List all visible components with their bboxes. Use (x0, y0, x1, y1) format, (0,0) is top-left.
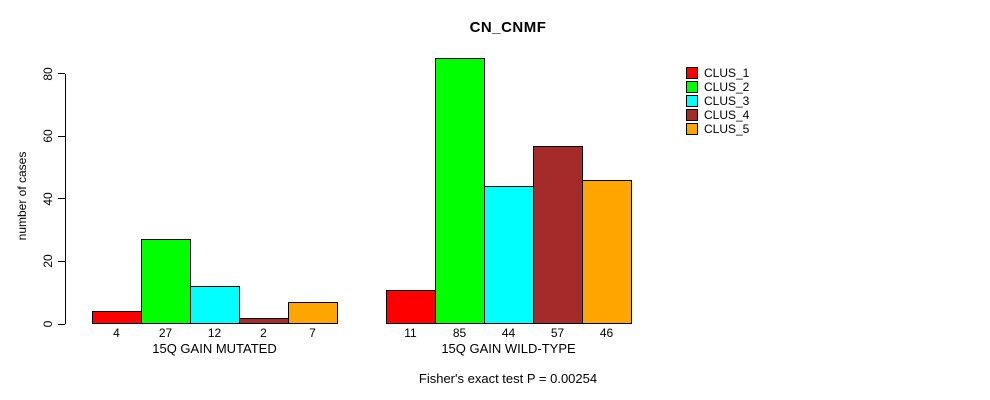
bar-value-label: 2 (260, 326, 267, 340)
y-axis-tick (58, 73, 65, 75)
legend-swatch-clus_1 (686, 67, 698, 79)
chart-title: CN_CNMF (469, 19, 547, 36)
legend-swatch-clus_2 (686, 81, 698, 93)
bar-clus_2 (435, 57, 485, 324)
y-axis-tick-label: 20 (41, 254, 55, 269)
bar-clus_3 (190, 286, 240, 324)
bar-clus_4 (239, 317, 289, 324)
legend-label-clus_1: CLUS_1 (704, 66, 750, 80)
y-axis-tick (58, 260, 65, 262)
stat-annotation: Fisher's exact test P = 0.00254 (418, 371, 598, 386)
legend-label-clus_2: CLUS_2 (704, 80, 750, 94)
bar-value-label: 44 (501, 326, 516, 340)
x-axis-group-label: 15Q GAIN WILD-TYPE (441, 341, 576, 356)
bar-clus_5 (288, 302, 338, 324)
y-axis-line (65, 73, 66, 324)
bar-clus_4 (533, 145, 583, 324)
legend-swatch-clus_4 (686, 109, 698, 121)
y-axis-tick (58, 198, 65, 200)
bar-value-label: 46 (599, 326, 614, 340)
bar-value-label: 12 (207, 326, 222, 340)
legend-label-clus_4: CLUS_4 (704, 108, 750, 122)
y-axis-tick (58, 135, 65, 137)
bar-value-label: 57 (550, 326, 565, 340)
bar-value-label: 4 (113, 326, 120, 340)
legend-swatch-clus_3 (686, 95, 698, 107)
x-axis-group-label: 15Q GAIN MUTATED (152, 341, 277, 356)
bar-value-label: 85 (452, 326, 467, 340)
bar-value-label: 27 (158, 326, 173, 340)
y-axis-title: number of cases (15, 151, 29, 241)
y-axis-tick-label: 60 (41, 129, 55, 143)
bar-clus_2 (141, 239, 191, 324)
legend-label-clus_5: CLUS_5 (704, 122, 750, 136)
y-axis-tick-label: 80 (41, 66, 55, 81)
bar-clus_1 (386, 289, 436, 324)
bar-value-label: 7 (309, 326, 316, 340)
bar-value-label: 11 (404, 326, 417, 340)
legend-swatch-clus_5 (686, 123, 698, 135)
bar-clus_3 (484, 186, 534, 324)
y-axis-tick (58, 323, 65, 325)
legend-label-clus_3: CLUS_3 (704, 94, 750, 108)
y-axis-tick-label: 0 (41, 320, 55, 328)
bar-clus_5 (582, 180, 632, 324)
y-axis-tick-label: 40 (41, 192, 55, 206)
bar-clus_1 (92, 311, 142, 324)
